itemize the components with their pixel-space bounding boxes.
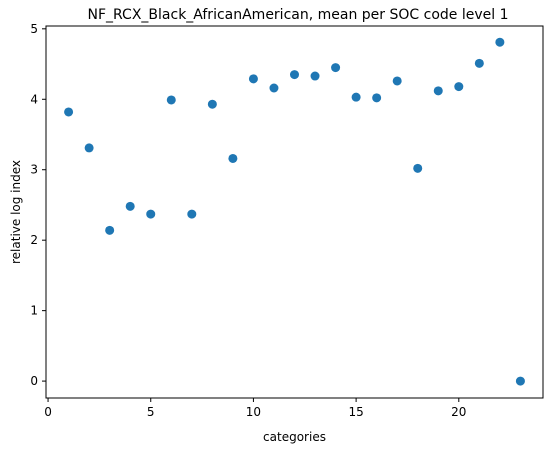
data-point (413, 163, 423, 173)
x-tick-label: 5 (147, 405, 155, 419)
data-point (187, 209, 197, 219)
y-tick-label: 3 (30, 163, 38, 177)
data-point (495, 37, 505, 47)
data-point (207, 99, 217, 109)
data-point (310, 71, 320, 81)
data-points (64, 37, 525, 386)
data-point (515, 376, 525, 386)
x-tick-label: 20 (451, 405, 466, 419)
x-tick-label: 10 (246, 405, 261, 419)
data-point (84, 143, 94, 153)
x-axis: 0 5 10 15 20 (44, 398, 466, 419)
data-point (105, 225, 115, 235)
y-tick-label: 0 (30, 374, 38, 388)
data-point (269, 83, 279, 93)
x-axis-label: categories (263, 430, 326, 444)
data-point (290, 70, 299, 80)
data-point (372, 93, 382, 103)
data-point (392, 76, 402, 86)
y-tick-label: 1 (30, 304, 38, 318)
data-point (351, 92, 361, 102)
data-point (146, 209, 156, 219)
data-point (474, 58, 484, 68)
data-point (125, 201, 135, 211)
data-point (228, 153, 238, 163)
data-point (64, 107, 74, 117)
data-point (454, 82, 464, 92)
plot-area-frame (45, 25, 544, 399)
data-point (166, 95, 176, 105)
y-axis-label: relative log index (9, 160, 23, 264)
y-tick-label: 5 (30, 22, 38, 36)
y-tick-label: 2 (30, 233, 38, 247)
y-tick-label: 4 (30, 92, 38, 106)
data-point (433, 86, 443, 96)
chart-title: NF_RCX_Black_AfricanAmerican, mean per S… (88, 7, 509, 23)
data-point (248, 74, 258, 84)
y-axis: 0 1 2 3 4 5 (30, 22, 46, 388)
data-point (331, 63, 341, 73)
x-tick-label: 15 (348, 405, 363, 419)
x-tick-label: 0 (44, 405, 52, 419)
